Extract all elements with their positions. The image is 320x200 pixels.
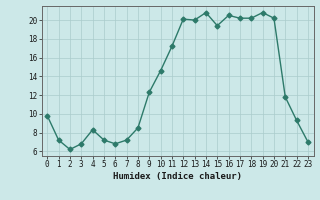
X-axis label: Humidex (Indice chaleur): Humidex (Indice chaleur) xyxy=(113,172,242,181)
